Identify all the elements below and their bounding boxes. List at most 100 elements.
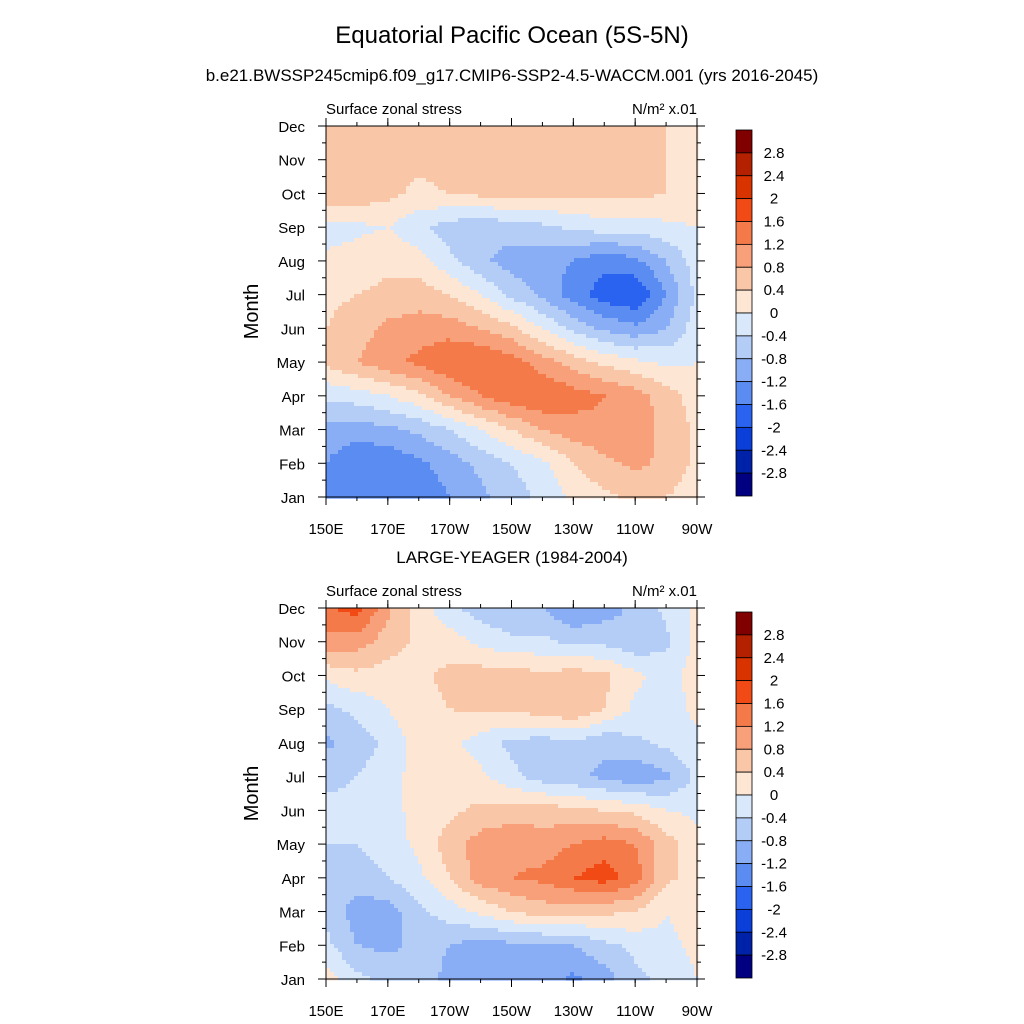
field-cell	[378, 262, 383, 267]
field-cell	[634, 158, 639, 163]
field-cell	[694, 282, 699, 287]
field-cell	[370, 134, 375, 139]
field-cell	[514, 254, 519, 259]
field-cell	[470, 154, 475, 159]
field-cell	[594, 202, 599, 207]
field-cell	[374, 218, 379, 223]
field-cell	[390, 210, 395, 215]
field-cell	[602, 202, 607, 207]
field-cell	[674, 206, 679, 211]
field-cell	[642, 326, 647, 331]
field-cell	[558, 150, 563, 155]
field-cell	[638, 258, 643, 263]
field-cell	[422, 326, 427, 331]
field-cell	[694, 194, 699, 199]
field-cell	[466, 226, 471, 231]
field-cell	[570, 186, 575, 191]
field-cell	[650, 274, 655, 279]
field-cell	[442, 270, 447, 275]
field-cell	[678, 158, 683, 163]
field-cell	[470, 246, 475, 251]
field-cell	[586, 274, 591, 279]
field-cell	[674, 278, 679, 283]
field-cell	[466, 282, 471, 287]
field-cell	[682, 190, 687, 195]
field-cell	[486, 314, 491, 319]
field-cell	[550, 246, 555, 251]
field-cell	[482, 278, 487, 283]
field-cell	[482, 234, 487, 239]
field-cell	[454, 338, 459, 343]
field-cell	[362, 262, 367, 267]
field-cell	[686, 206, 691, 211]
field-cell	[670, 154, 675, 159]
field-cell	[326, 310, 331, 315]
field-cell	[678, 302, 683, 307]
field-cell	[362, 286, 367, 291]
field-cell	[462, 250, 467, 255]
field-cell	[510, 258, 515, 263]
field-cell	[614, 162, 619, 167]
field-cell	[462, 182, 467, 187]
field-cell	[530, 138, 535, 143]
field-cell	[586, 190, 591, 195]
field-cell	[522, 278, 527, 283]
field-cell	[610, 166, 615, 171]
field-cell	[562, 230, 567, 235]
field-cell	[578, 174, 583, 179]
field-cell	[674, 322, 679, 327]
field-cell	[582, 182, 587, 187]
field-cell	[610, 278, 615, 283]
field-cell	[350, 186, 355, 191]
field-cell	[354, 210, 359, 215]
field-cell	[522, 182, 527, 187]
field-cell	[338, 194, 343, 199]
field-cell	[378, 334, 383, 339]
field-cell	[582, 158, 587, 163]
field-cell	[490, 146, 495, 151]
field-cell	[370, 154, 375, 159]
field-cell	[590, 162, 595, 167]
field-cell	[598, 266, 603, 271]
field-cell	[670, 130, 675, 135]
field-cell	[650, 178, 655, 183]
field-cell	[514, 214, 519, 219]
field-cell	[446, 234, 451, 239]
field-cell	[658, 266, 663, 271]
field-cell	[674, 274, 679, 279]
field-cell	[566, 338, 571, 343]
field-cell	[478, 266, 483, 271]
field-cell	[610, 310, 615, 315]
field-cell	[642, 194, 647, 199]
field-cell	[630, 226, 635, 231]
field-cell	[438, 242, 443, 247]
field-cell	[486, 194, 491, 199]
field-cell	[434, 234, 439, 239]
field-cell	[454, 214, 459, 219]
field-cell	[518, 250, 523, 255]
field-cell	[566, 150, 571, 155]
field-cell	[454, 282, 459, 287]
field-cell	[438, 182, 443, 187]
field-cell	[378, 322, 383, 327]
field-cell	[490, 202, 495, 207]
field-cell	[498, 142, 503, 147]
field-cell	[666, 170, 671, 175]
field-cell	[338, 130, 343, 135]
field-cell	[646, 170, 651, 175]
field-cell	[422, 126, 427, 131]
field-cell	[350, 274, 355, 279]
field-cell	[346, 246, 351, 251]
field-cell	[606, 326, 611, 331]
field-cell	[634, 262, 639, 267]
field-cell	[670, 202, 675, 207]
field-cell	[466, 242, 471, 247]
field-cell	[326, 242, 331, 247]
field-cell	[658, 234, 663, 239]
field-cell	[534, 218, 539, 223]
field-cell	[674, 214, 679, 219]
field-cell	[646, 246, 651, 251]
field-cell	[362, 230, 367, 235]
field-cell	[618, 230, 623, 235]
field-cell	[578, 290, 583, 295]
